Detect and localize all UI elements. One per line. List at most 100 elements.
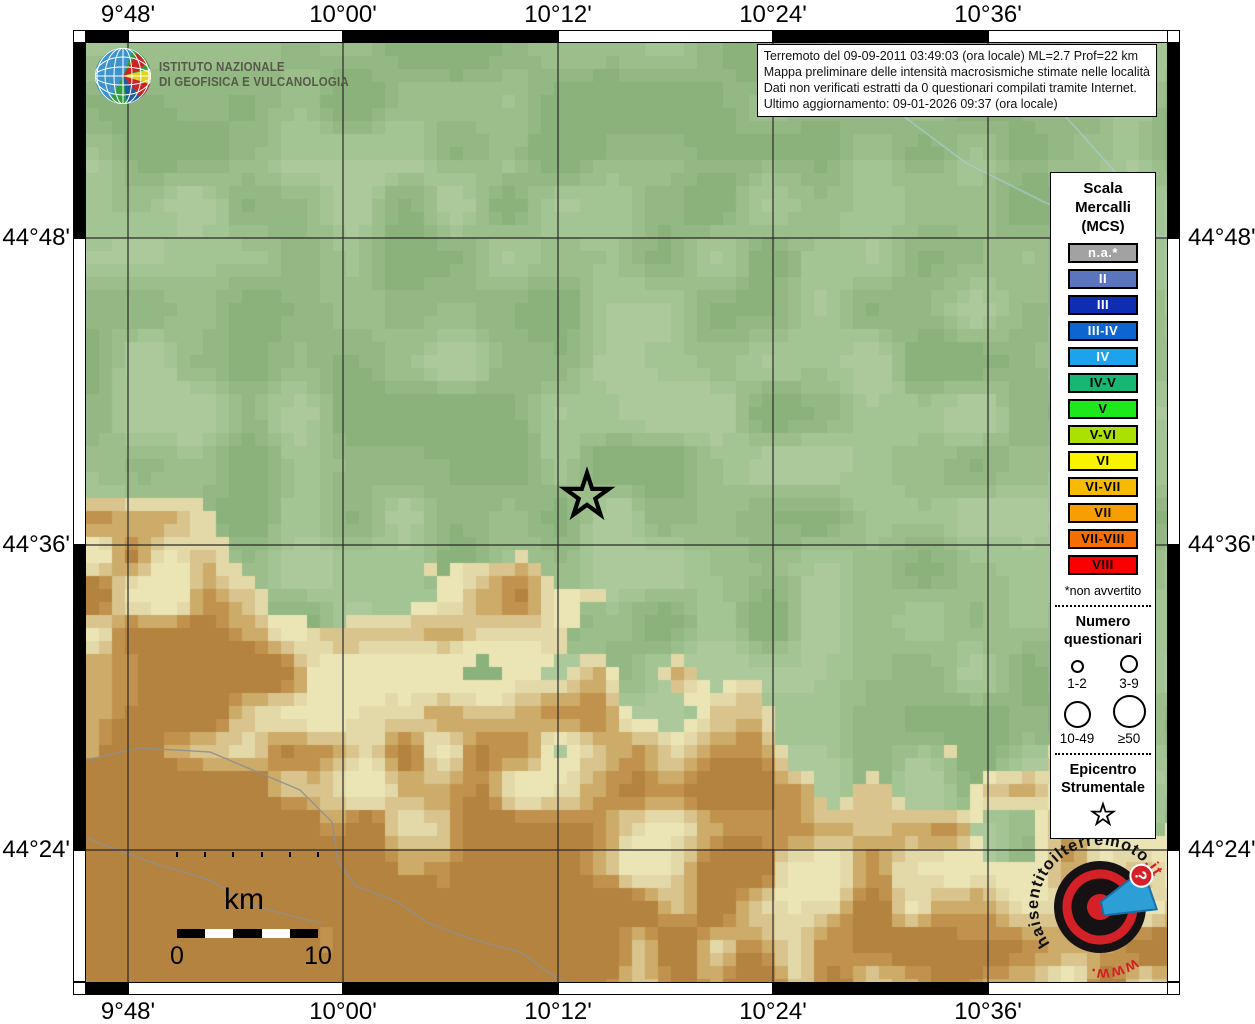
questionnaire-title-line1: Numero <box>1075 614 1131 630</box>
lon-tick-label-top: 10°24' <box>739 1 807 28</box>
border-segment <box>558 982 773 995</box>
lon-tick-label-top: 10°12' <box>524 1 592 28</box>
questionnaire-circle-icon <box>1120 655 1138 673</box>
info-line-map-type: Mappa preliminare delle intensità macros… <box>763 65 1150 79</box>
lat-tick-label-right: 44°36' <box>1188 531 1255 558</box>
instrumental-epicenter-title: Epicentro Strumentale <box>1051 761 1155 797</box>
questionnaire-size: ≥50 <box>1103 695 1155 746</box>
questionnaire-size-label: 10-49 <box>1059 731 1095 746</box>
legend-item: V-VI <box>1068 425 1138 445</box>
questionnaire-size-label: ≥50 <box>1117 731 1141 746</box>
terrain-relief-raster <box>86 43 1167 982</box>
epicenter-title-line1: Epicentro <box>1069 762 1137 778</box>
watermark-question-badge <box>1129 863 1154 888</box>
border-segment <box>73 545 86 850</box>
boundary-line <box>86 837 323 924</box>
scale-bar-start-label: 0 <box>170 942 184 970</box>
border-segment <box>558 30 773 43</box>
questionnaire-size-label: 1-2 <box>1067 676 1087 691</box>
questionnaire-size-label: 3-9 <box>1119 676 1139 691</box>
scale-bar-segment <box>177 929 206 938</box>
questionnaire-size: 3-9 <box>1103 655 1155 691</box>
legend-item: III-IV <box>1068 321 1138 341</box>
mercalli-scale-chips: n.a.* II III III-IV IV IV-V V V-VI VI VI-VII VII VI… <box>1051 243 1155 575</box>
map-canvas-area: ISTITUTO NAZIONALE DI GEOFISICA E VULCAN… <box>86 43 1167 982</box>
scale-bar-unit: km <box>224 883 264 916</box>
info-line-data-source: Dati non verificati estratti da 0 questi… <box>763 81 1137 95</box>
epicenter-star-key-icon <box>1089 801 1117 827</box>
questionnaire-count-title: Numero questionari <box>1051 613 1155 649</box>
legend-item: VII <box>1068 503 1138 523</box>
legend-panel: Scala Mercalli (MCS) n.a.* II III III-IV IV I… <box>1050 172 1156 839</box>
legend-item: n.a.* <box>1068 243 1138 263</box>
border-segment <box>343 982 558 995</box>
ingv-globe-icon <box>95 48 151 104</box>
ingv-logo: ISTITUTO NAZIONALE DI GEOFISICA E VULCAN… <box>93 45 393 109</box>
questionnaire-size: 1-2 <box>1051 655 1103 691</box>
legend-title-line1: Scala <box>1083 180 1123 197</box>
questionnaire-size-key: 1-2 3-9 10-49 ≥50 <box>1051 655 1155 746</box>
legend-item: II <box>1068 269 1138 289</box>
legend-item: IV-V <box>1068 373 1138 393</box>
legend-separator <box>1055 753 1151 755</box>
lon-tick-label-bottom: 9°48' <box>100 998 156 1024</box>
scale-bar-end-label: 10 <box>304 942 332 970</box>
border-segment <box>128 982 343 995</box>
legend-item: III <box>1068 295 1138 315</box>
legend-separator <box>1055 605 1151 607</box>
earthquake-info-box: Terremoto del 09-09-2011 03:49:03 (ora l… <box>756 44 1157 117</box>
watermark-www-text: www. <box>1085 954 1143 982</box>
border-segment <box>1167 43 1180 238</box>
frame-corner <box>1167 982 1180 995</box>
scale-bar-tick <box>288 852 291 857</box>
legend-title: Scala Mercalli (MCS) <box>1051 173 1155 236</box>
scale-bar-tick <box>176 852 178 857</box>
border-segment <box>1167 850 1180 982</box>
scale-bar-tick <box>232 852 235 857</box>
epicenter-star <box>558 466 616 521</box>
ingv-institute-name: ISTITUTO NAZIONALE DI GEOFISICA E VULCAN… <box>159 60 349 90</box>
lon-tick-label-top: 9°48' <box>100 1 156 28</box>
questionnaire-circle-icon <box>1112 695 1146 728</box>
questionnaire-size: 10-49 <box>1051 695 1103 746</box>
epicenter-title-line2: Strumentale <box>1061 780 1145 796</box>
lat-tick-label-right: 44°24' <box>1188 836 1255 863</box>
lat-tick-label-left: 44°48' <box>2 224 70 251</box>
legend-item: VI <box>1068 451 1138 471</box>
scale-bar-tick <box>317 852 319 857</box>
scale-bar-tick <box>204 852 207 857</box>
lon-tick-label-bottom: 10°36' <box>954 998 1022 1024</box>
border-segment <box>128 30 343 43</box>
frame-corner <box>73 982 86 995</box>
border-segment <box>73 238 86 545</box>
lat-tick-label-right: 44°48' <box>1188 224 1255 251</box>
watermark-question-mark: ? <box>1131 869 1150 882</box>
border-segment <box>988 30 1180 43</box>
lon-tick-label-top: 10°36' <box>954 1 1022 28</box>
boundary-line <box>86 747 565 982</box>
border-segment <box>73 30 128 43</box>
legend-footnote: *non avvertito <box>1064 584 1142 598</box>
border-segment <box>1167 545 1180 850</box>
border-segment <box>73 43 86 238</box>
star-key-glyph <box>1089 801 1117 827</box>
scale-bar-segment <box>261 929 290 938</box>
scale-bar-segment <box>205 929 234 938</box>
scale-bar-tick <box>260 852 263 857</box>
info-line-updated: Ultimo aggiornamento: 09-01-2026 09:37 (… <box>763 97 1058 111</box>
scale-bar-segment <box>233 929 262 938</box>
legend-item: VII-VIII <box>1068 529 1138 549</box>
lon-tick-label-bottom: 10°24' <box>739 998 807 1024</box>
border-segment <box>73 982 128 995</box>
lat-tick-label-left: 44°24' <box>2 836 70 863</box>
ingv-name-line1: ISTITUTO NAZIONALE <box>159 60 285 74</box>
frame-corner <box>1167 30 1180 43</box>
legend-item: V <box>1068 399 1138 419</box>
scale-bar-segment <box>289 929 318 938</box>
legend-title-line3: (MCS) <box>1081 218 1125 235</box>
info-line-event: Terremoto del 09-09-2011 03:49:03 (ora l… <box>763 49 1138 63</box>
border-segment <box>73 850 86 982</box>
